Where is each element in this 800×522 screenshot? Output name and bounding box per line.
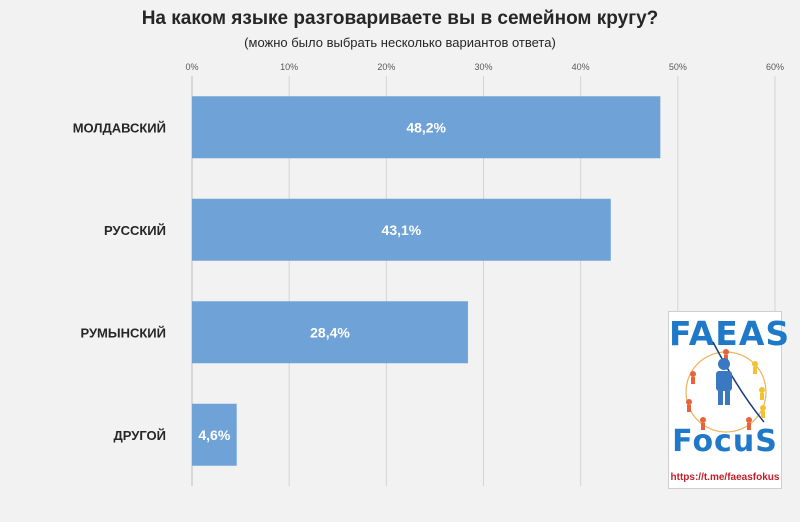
people-circle-icon [685, 341, 767, 433]
x-tick-label: 10% [280, 62, 298, 72]
chart-title: На каком языке разговариваете вы в семей… [141, 8, 659, 29]
data-label: 48,2% [406, 119, 446, 135]
data-label: 28,4% [310, 324, 350, 340]
data-label: 4,6% [198, 427, 230, 443]
category-label: РУССКИЙ [104, 223, 166, 238]
chart-subtitle: (можно было выбрать несколько вариантов … [244, 35, 556, 50]
data-label: 43,1% [382, 222, 422, 238]
x-tick-label: 50% [669, 62, 687, 72]
category-label: ДРУГОЙ [113, 428, 166, 443]
logo-link-text: https://t.me/faeasfokus [670, 472, 780, 483]
x-tick-label: 40% [572, 62, 590, 72]
faeas-focus-logo: FAEAS FocuS https://t.me/faeasfokus [668, 311, 791, 489]
bar [192, 96, 661, 159]
bar [192, 198, 611, 261]
logo-bottom-text: FocuS [672, 424, 778, 459]
bar [192, 301, 468, 364]
logo-top-text: FAEAS [669, 314, 791, 353]
category-label: МОЛДАВСКИЙ [73, 120, 166, 135]
bar [192, 403, 237, 466]
x-tick-label: 60% [766, 62, 784, 72]
x-tick-label: 20% [377, 62, 395, 72]
x-tick-label: 30% [474, 62, 492, 72]
category-label: РУМЫНСКИЙ [80, 325, 166, 340]
x-tick-label: 0% [185, 62, 198, 72]
